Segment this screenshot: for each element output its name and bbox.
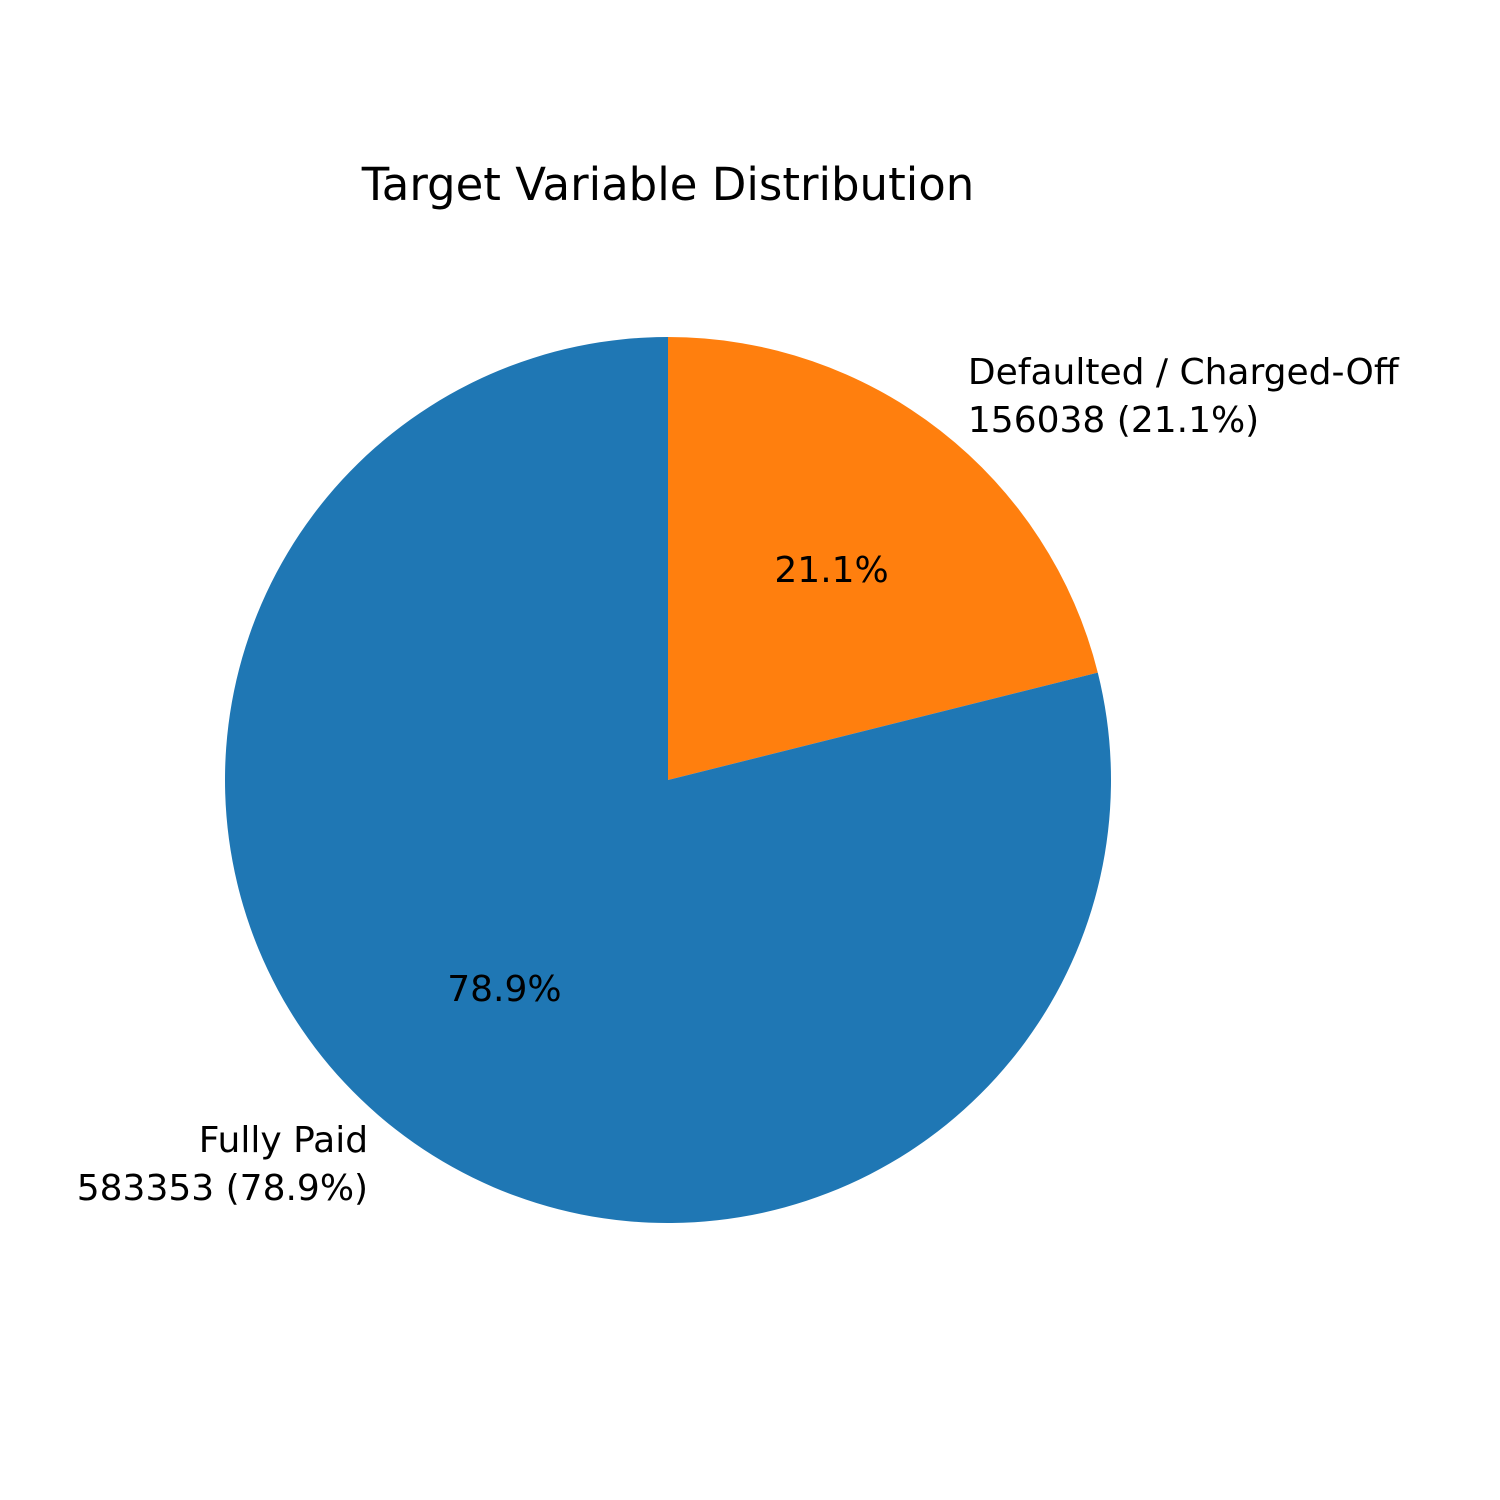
slice-count: 156038 (21.1%) bbox=[968, 400, 1259, 441]
slice-label-fully-paid: Fully Paid 583353 (78.9%) bbox=[77, 1120, 368, 1209]
percent-label-fully-paid: 78.9% bbox=[447, 969, 561, 1010]
pie-slice-fully-paid bbox=[225, 337, 1112, 1224]
chart-title: Target Variable Distribution bbox=[361, 158, 975, 211]
slice-name: Defaulted / Charged-Off bbox=[968, 352, 1400, 393]
pie-slice-defaulted-charged-off bbox=[668, 337, 1098, 780]
percent-label-defaulted-charged-off: 21.1% bbox=[774, 550, 888, 591]
slice-name: Fully Paid bbox=[199, 1120, 368, 1161]
pie-labels: 21.1% Defaulted / Charged-Off 156038 (21.1… bbox=[77, 352, 1400, 1209]
pie-slices bbox=[225, 337, 1112, 1224]
slice-count: 583353 (78.9%) bbox=[77, 1168, 368, 1209]
slice-label-defaulted-charged-off: Defaulted / Charged-Off 156038 (21.1%) bbox=[968, 352, 1400, 441]
